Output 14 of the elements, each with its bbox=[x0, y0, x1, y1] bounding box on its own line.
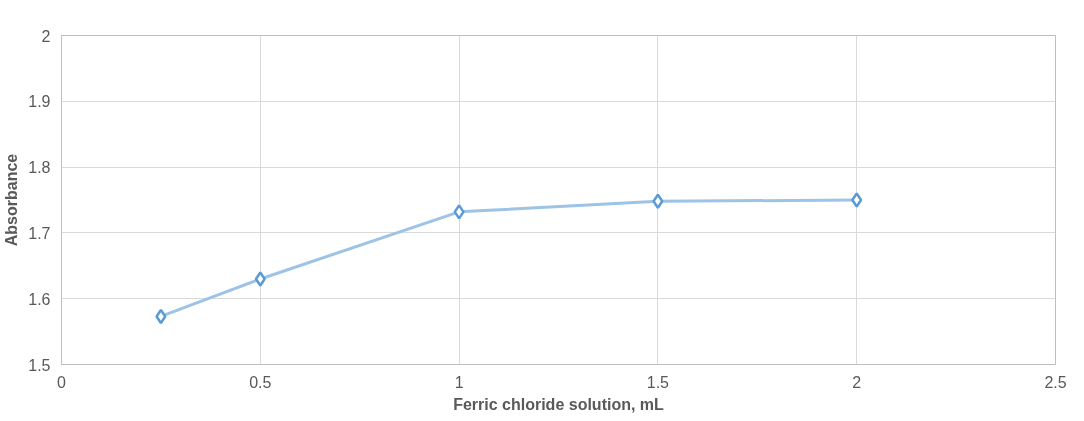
y-axis-title: Absorbance bbox=[3, 153, 21, 247]
y-tick-label: 1.5 bbox=[28, 356, 51, 374]
x-tick-label: 0.5 bbox=[249, 373, 272, 391]
x-tick-label: 2.5 bbox=[1044, 373, 1067, 391]
x-tick-label: 1 bbox=[454, 373, 464, 391]
y-tick-label: 1.9 bbox=[28, 93, 51, 111]
x-axis-title: Ferric chloride solution, mL bbox=[453, 395, 665, 413]
x-tick-label: 1.5 bbox=[646, 373, 670, 391]
x-tick-label: 2 bbox=[852, 373, 862, 391]
y-tick-label: 1.7 bbox=[28, 224, 51, 242]
y-tick-label: 1.6 bbox=[28, 290, 51, 308]
y-tick-label: 2 bbox=[41, 27, 51, 45]
y-tick-label: 1.8 bbox=[28, 159, 51, 177]
x-tick-label: 0 bbox=[57, 373, 67, 391]
